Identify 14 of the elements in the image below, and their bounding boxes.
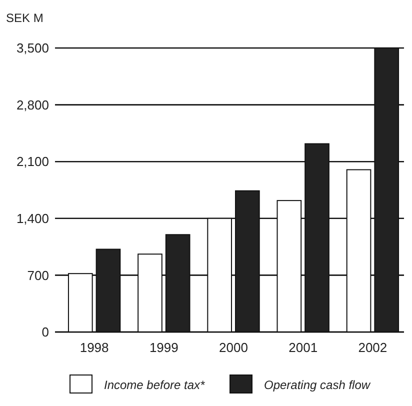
- y-tick-label: 2,100: [16, 154, 49, 170]
- y-tick-label: 700: [27, 268, 49, 283]
- x-tick-label: 1999: [149, 340, 178, 355]
- y-tick-label: 2,800: [16, 97, 49, 112]
- y-tick-label: 0: [42, 324, 49, 340]
- legend-label: Income before tax*: [104, 378, 206, 392]
- x-tick-label: 2001: [288, 340, 318, 355]
- x-tick-label: 1998: [80, 340, 109, 355]
- x-tick-label: 2002: [358, 340, 388, 355]
- y-tick-label: 3,500: [16, 40, 49, 56]
- y-tick-label: 1,400: [16, 210, 49, 226]
- legend-label: Operating cash flow: [264, 378, 372, 392]
- y-axis-title: SEK M: [6, 11, 44, 25]
- x-tick-label: 2000: [219, 340, 248, 355]
